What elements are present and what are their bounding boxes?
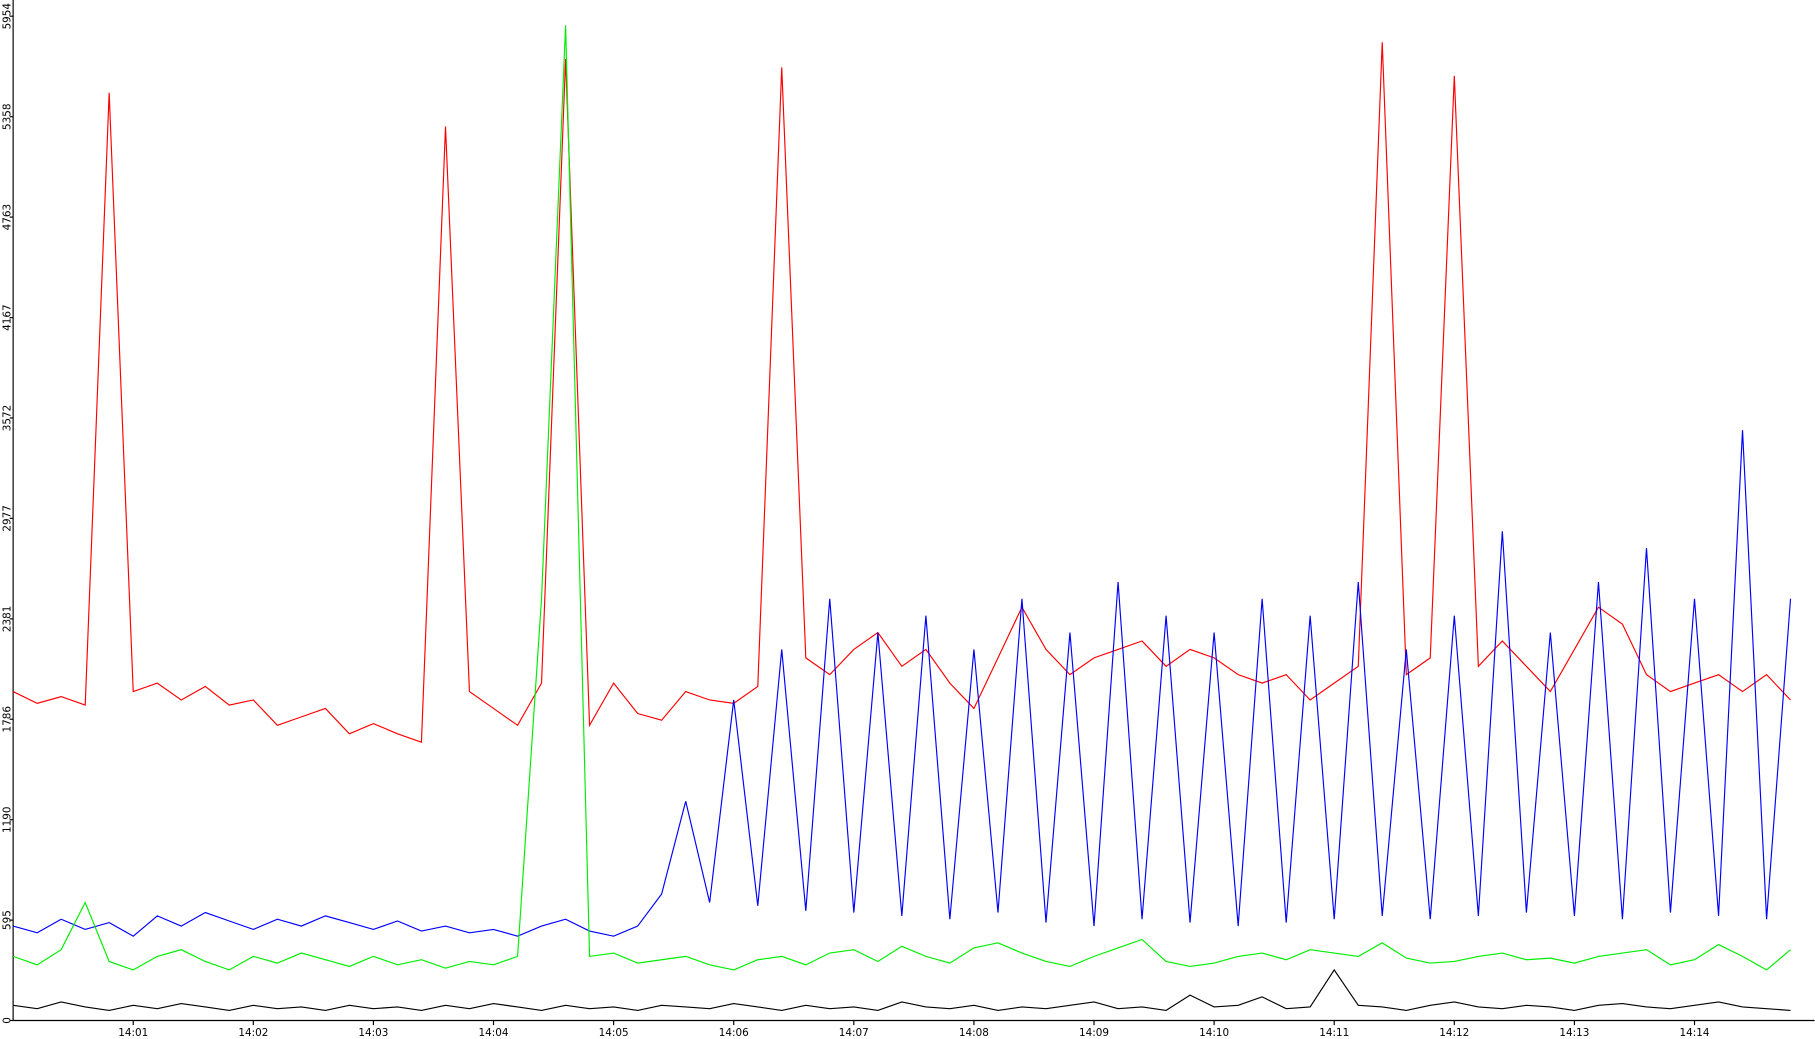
data-line xyxy=(12,25,1791,971)
x-tick-label: 14:08 xyxy=(959,1027,989,1039)
y-tick-label: 3572 xyxy=(1,405,13,431)
y-tick-label: 2381 xyxy=(1,606,13,632)
x-tick-label: 14:14 xyxy=(1680,1027,1710,1039)
y-tick-label: 4763 xyxy=(1,204,13,230)
x-tick-label: 14:03 xyxy=(358,1027,388,1039)
y-tick-label: 0 xyxy=(1,1017,13,1024)
y-tick-label: 595 xyxy=(1,910,13,930)
y-tick-label: 1190 xyxy=(1,807,13,833)
y-tick-label: 5954 xyxy=(1,3,13,30)
data-line xyxy=(12,42,1791,744)
data-line xyxy=(13,968,1791,1012)
y-tick-label: 2977 xyxy=(1,505,13,531)
x-tick-label: 14:10 xyxy=(1199,1027,1229,1039)
x-tick-label: 14:07 xyxy=(839,1027,869,1039)
x-tick-label: 14:06 xyxy=(719,1027,749,1039)
x-tick-label: 14:11 xyxy=(1319,1027,1349,1039)
y-tick-label: 5358 xyxy=(1,103,13,129)
x-tick-label: 14:04 xyxy=(479,1027,509,1039)
x-tick-label: 14:13 xyxy=(1559,1027,1589,1039)
x-tick-label: 14:12 xyxy=(1439,1027,1469,1039)
x-tick-label: 14:02 xyxy=(238,1027,268,1039)
y-tick-label: 4167 xyxy=(1,304,13,330)
data-line xyxy=(12,430,1792,937)
y-tick-label: 1786 xyxy=(1,706,13,732)
x-tick-label: 14:05 xyxy=(599,1027,629,1039)
x-tick-label: 14:01 xyxy=(118,1027,148,1039)
x-tick-label: 14:09 xyxy=(1079,1027,1109,1039)
